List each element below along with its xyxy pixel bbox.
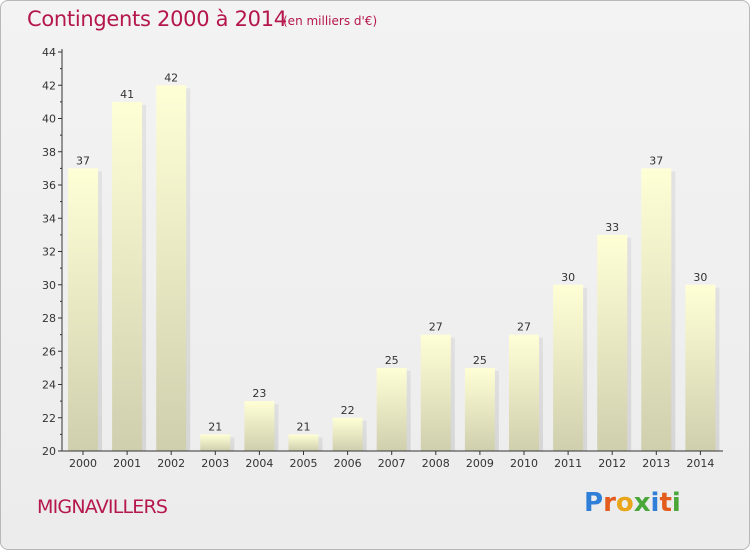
x-tick-label: 2005 xyxy=(290,457,318,470)
x-tick-label: 2013 xyxy=(642,457,670,470)
y-tick-label: 30 xyxy=(42,279,56,292)
x-tick-label: 2000 xyxy=(69,457,97,470)
bar xyxy=(509,334,539,451)
value-label: 27 xyxy=(517,321,531,334)
logo-letter: r xyxy=(603,488,616,518)
bar xyxy=(244,401,275,451)
x-tick-label: 2004 xyxy=(245,457,273,470)
logo-letter: x xyxy=(633,488,651,518)
bar xyxy=(420,334,451,451)
bar xyxy=(685,284,716,451)
value-label: 23 xyxy=(252,387,266,400)
logo-letter: o xyxy=(615,488,634,518)
value-label: 25 xyxy=(385,354,399,367)
x-tick-label: 2011 xyxy=(554,457,582,470)
commune-name: MIGNAVILLERS xyxy=(37,496,168,518)
value-labels: 37 41 42 21 23 21 22 25 27 25 27 30 33 37 30 xyxy=(76,71,707,433)
bar xyxy=(112,101,143,451)
logo-letter: i xyxy=(671,488,681,518)
bar xyxy=(332,417,363,451)
bar xyxy=(597,234,628,451)
bar xyxy=(288,434,319,451)
logo-letter: t xyxy=(659,488,672,518)
value-label: 21 xyxy=(297,420,311,433)
axes: 2000 2001 2002 2003 2004 2005 2006 2007 2008 2009… xyxy=(42,46,723,470)
value-label: 37 xyxy=(649,154,663,167)
bar xyxy=(68,168,98,451)
proxiti-logo[interactable]: Proxiti xyxy=(584,488,681,518)
y-tick-label: 34 xyxy=(42,212,56,225)
y-tick-label: 22 xyxy=(42,412,56,425)
bars-group xyxy=(68,85,716,451)
x-tick-label: 2001 xyxy=(113,457,141,470)
x-tick-label: 2006 xyxy=(334,457,362,470)
y-tick-label: 42 xyxy=(42,79,56,92)
value-label: 42 xyxy=(164,71,178,84)
logo-letter: P xyxy=(584,488,604,518)
bar xyxy=(641,168,672,451)
y-tick-label: 26 xyxy=(42,345,56,358)
x-tick-label: 2009 xyxy=(466,457,494,470)
bar xyxy=(376,367,407,451)
x-tick-label: 2008 xyxy=(422,457,450,470)
y-tick-label: 36 xyxy=(42,179,56,192)
y-tick-label: 24 xyxy=(42,379,56,392)
x-tick-label: 2014 xyxy=(686,457,714,470)
x-tick-label: 2012 xyxy=(598,457,626,470)
value-label: 37 xyxy=(76,154,90,167)
value-label: 21 xyxy=(208,420,222,433)
x-tick-label: 2002 xyxy=(157,457,185,470)
value-label: 30 xyxy=(693,271,707,284)
bar xyxy=(464,367,495,451)
x-tick-label: 2003 xyxy=(201,457,229,470)
value-label: 25 xyxy=(473,354,487,367)
value-label: 27 xyxy=(429,321,443,334)
chart-unit: (en milliers d'€) xyxy=(283,14,378,28)
bar xyxy=(553,284,584,451)
value-label: 41 xyxy=(120,88,134,101)
bar xyxy=(156,85,187,451)
y-tick-label: 32 xyxy=(42,246,56,259)
x-tick-label: 2010 xyxy=(510,457,538,470)
y-tick-label: 40 xyxy=(42,113,56,126)
y-tick-label: 20 xyxy=(42,445,56,458)
value-label: 33 xyxy=(605,221,619,234)
logo-letter: i xyxy=(650,488,660,518)
y-tick-label: 44 xyxy=(42,46,56,59)
y-tick-label: 28 xyxy=(42,312,56,325)
bar xyxy=(200,434,231,451)
y-tick-label: 38 xyxy=(42,146,56,159)
chart-title: Contingents 2000 à 2014 xyxy=(27,7,287,31)
value-label: 30 xyxy=(561,271,575,284)
x-tick-label: 2007 xyxy=(378,457,406,470)
value-label: 22 xyxy=(341,404,355,417)
